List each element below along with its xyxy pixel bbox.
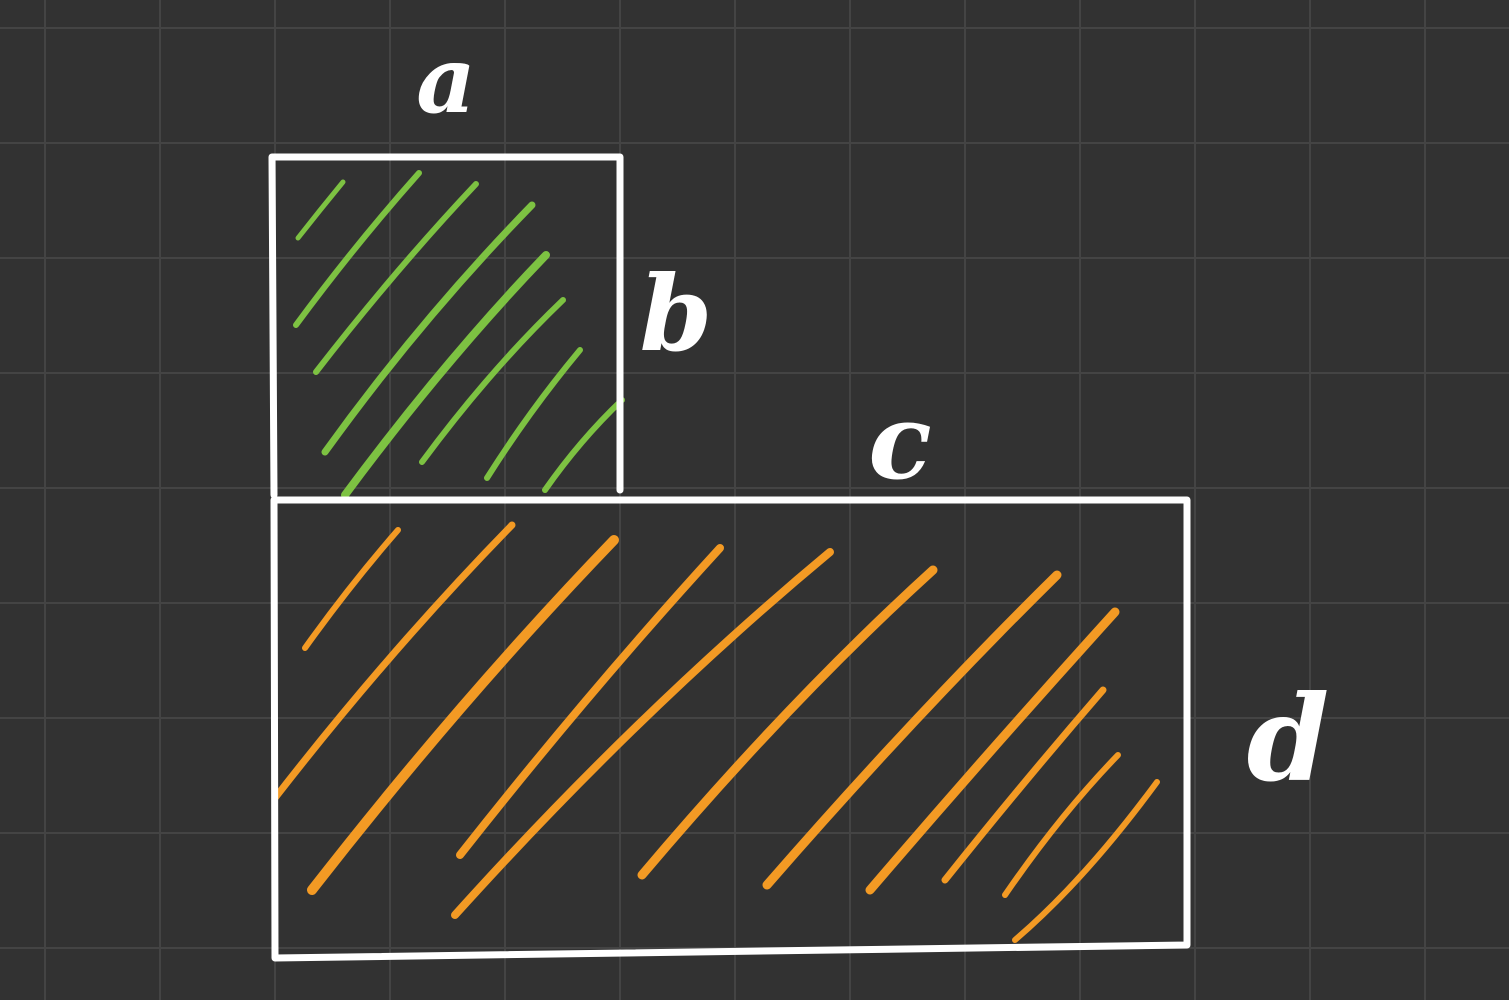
orange-hatch-line (941, 686, 1107, 884)
large-rectangle-outline (270, 496, 1191, 962)
orange-hatch-line (865, 607, 1120, 895)
green-hatch-line (484, 347, 583, 481)
orange-hatch-line (302, 527, 401, 651)
orange-hatch-line (271, 521, 516, 802)
label-a: a (416, 26, 476, 134)
orange-hatch-line (1002, 752, 1121, 898)
label-b: b (640, 252, 713, 375)
small-rectangle-hatching (293, 170, 625, 499)
green-hatch-line (295, 179, 346, 241)
green-hatch-line (341, 251, 550, 499)
orange-hatch-line (456, 544, 724, 859)
label-d: d (1247, 669, 1330, 808)
orange-hatch-line (307, 535, 619, 895)
green-hatch-line (419, 297, 566, 465)
orange-hatch-line (762, 570, 1062, 890)
green-hatch-line (313, 181, 479, 375)
small-rectangle (268, 153, 625, 499)
green-hatch-line (542, 397, 625, 493)
orange-hatch-line (1012, 779, 1160, 943)
green-hatch-line (293, 170, 422, 328)
small-rectangle-outline (268, 153, 624, 499)
orange-hatch-line (637, 565, 938, 880)
green-hatch-line (321, 201, 536, 456)
large-rectangle-hatching (271, 521, 1160, 943)
label-c: c (868, 380, 931, 503)
orange-hatch-line (451, 548, 834, 919)
large-rectangle (270, 496, 1191, 962)
